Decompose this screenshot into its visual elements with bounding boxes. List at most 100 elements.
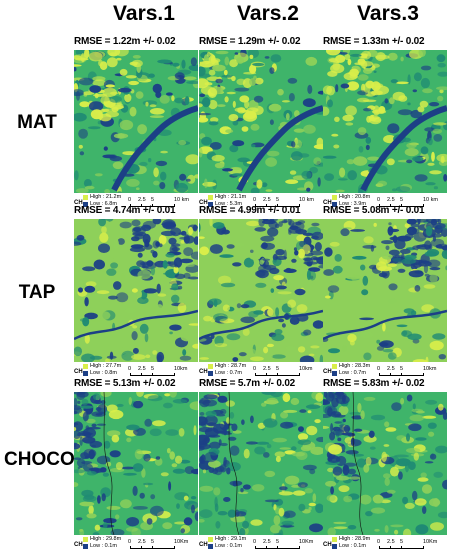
canopy-patch <box>244 100 250 109</box>
canopy-patch <box>184 96 190 106</box>
canopy-patch <box>342 114 354 122</box>
canopy-patch <box>84 334 90 344</box>
canopy-patch <box>219 464 227 473</box>
canopy-patch <box>240 304 250 309</box>
canopy-patch <box>344 437 353 444</box>
canopy-patch <box>262 263 267 269</box>
canopy-patch <box>280 421 294 429</box>
canopy-patch <box>265 157 277 167</box>
canopy-patch <box>305 404 321 409</box>
canopy-patch <box>74 443 81 450</box>
canopy-patch <box>266 343 274 348</box>
scale-tick <box>379 373 380 376</box>
scale-tick <box>255 204 256 207</box>
canopy-patch <box>143 288 158 294</box>
canopy-patch <box>357 127 367 136</box>
canopy-patch <box>269 119 274 125</box>
canopy-patch <box>365 136 372 144</box>
canopy-patch <box>74 397 78 408</box>
map-panel: RMSE = 1.33m +/- 0.02 CH High : 20.8m Lo… <box>323 36 447 214</box>
canopy-patch <box>306 187 311 192</box>
scale-tick <box>423 204 424 207</box>
boundary-line <box>228 392 240 535</box>
canopy-patch <box>110 262 118 269</box>
canopy-patch <box>84 297 89 307</box>
canopy-patch <box>331 133 339 137</box>
column-heading-vars-3: Vars.3 <box>357 2 419 25</box>
canopy-patch <box>406 142 417 149</box>
canopy-patch <box>309 166 318 174</box>
canopy-patch <box>103 440 111 449</box>
scale-tick <box>299 204 300 207</box>
canopy-patch <box>338 178 348 181</box>
canopy-patch <box>384 421 390 428</box>
canopy-patch <box>390 79 398 84</box>
canopy-patch <box>376 346 385 351</box>
canopy-patch <box>292 139 303 149</box>
canopy-patch <box>359 324 364 328</box>
canopy-patch <box>433 134 443 142</box>
canopy-patch <box>183 517 193 526</box>
canopy-height-map <box>74 392 198 535</box>
canopy-patch <box>199 236 205 239</box>
scale-tick-label: 5 <box>276 197 280 203</box>
canopy-patch <box>149 108 165 115</box>
canopy-patch <box>260 235 275 242</box>
scale-end-label: 10km <box>174 366 188 372</box>
scale-tick <box>390 204 391 207</box>
canopy-patch <box>406 219 417 225</box>
scale-end-label: 10 km <box>174 197 189 203</box>
legend-low-swatch <box>332 544 337 549</box>
canopy-patch <box>281 100 290 103</box>
canopy-patch <box>250 356 264 362</box>
canopy-patch <box>180 528 185 534</box>
canopy-patch <box>349 411 361 415</box>
canopy-patch <box>204 178 208 189</box>
canopy-patch <box>213 313 228 322</box>
canopy-patch <box>292 490 306 496</box>
map-panel: RMSE = 5.83m +/- 0.02 CH High : 28.9m Lo… <box>323 378 447 556</box>
canopy-patch <box>345 122 354 126</box>
rmse-label: RMSE = 5.83m +/- 0.02 <box>323 378 425 389</box>
canopy-patch <box>354 62 363 65</box>
canopy-patch <box>212 222 225 229</box>
river-channel <box>199 309 323 341</box>
canopy-patch <box>387 52 398 61</box>
canopy-patch <box>120 273 125 283</box>
canopy-patch <box>302 98 316 108</box>
canopy-patch <box>124 307 137 314</box>
canopy-patch <box>199 485 214 492</box>
canopy-patch <box>165 252 175 258</box>
canopy-patch <box>365 457 372 466</box>
canopy-patch <box>433 186 438 190</box>
canopy-patch <box>268 103 282 112</box>
canopy-patch <box>238 352 247 357</box>
canopy-patch <box>352 255 367 260</box>
canopy-patch <box>169 324 182 331</box>
canopy-patch <box>242 484 251 490</box>
canopy-patch <box>194 174 198 179</box>
canopy-patch <box>209 244 223 254</box>
legend-prefix: CH <box>199 369 208 375</box>
canopy-patch <box>252 62 265 67</box>
canopy-patch <box>199 60 214 68</box>
canopy-patch <box>308 506 312 511</box>
canopy-patch <box>131 288 138 293</box>
canopy-patch <box>427 137 433 146</box>
canopy-patch <box>429 340 444 351</box>
canopy-patch <box>145 354 151 359</box>
canopy-patch <box>427 259 441 268</box>
canopy-patch <box>356 458 367 468</box>
canopy-patch <box>428 431 435 437</box>
canopy-patch <box>188 283 194 294</box>
canopy-patch <box>296 304 308 313</box>
canopy-patch <box>204 415 218 426</box>
canopy-patch <box>420 77 430 89</box>
canopy-patch <box>215 50 229 55</box>
canopy-patch <box>178 428 185 437</box>
canopy-patch <box>226 91 236 95</box>
canopy-patch <box>251 144 256 148</box>
canopy-patch <box>272 437 287 443</box>
legend-low-label: Low : 0.7m <box>215 370 242 376</box>
canopy-patch <box>328 58 338 63</box>
